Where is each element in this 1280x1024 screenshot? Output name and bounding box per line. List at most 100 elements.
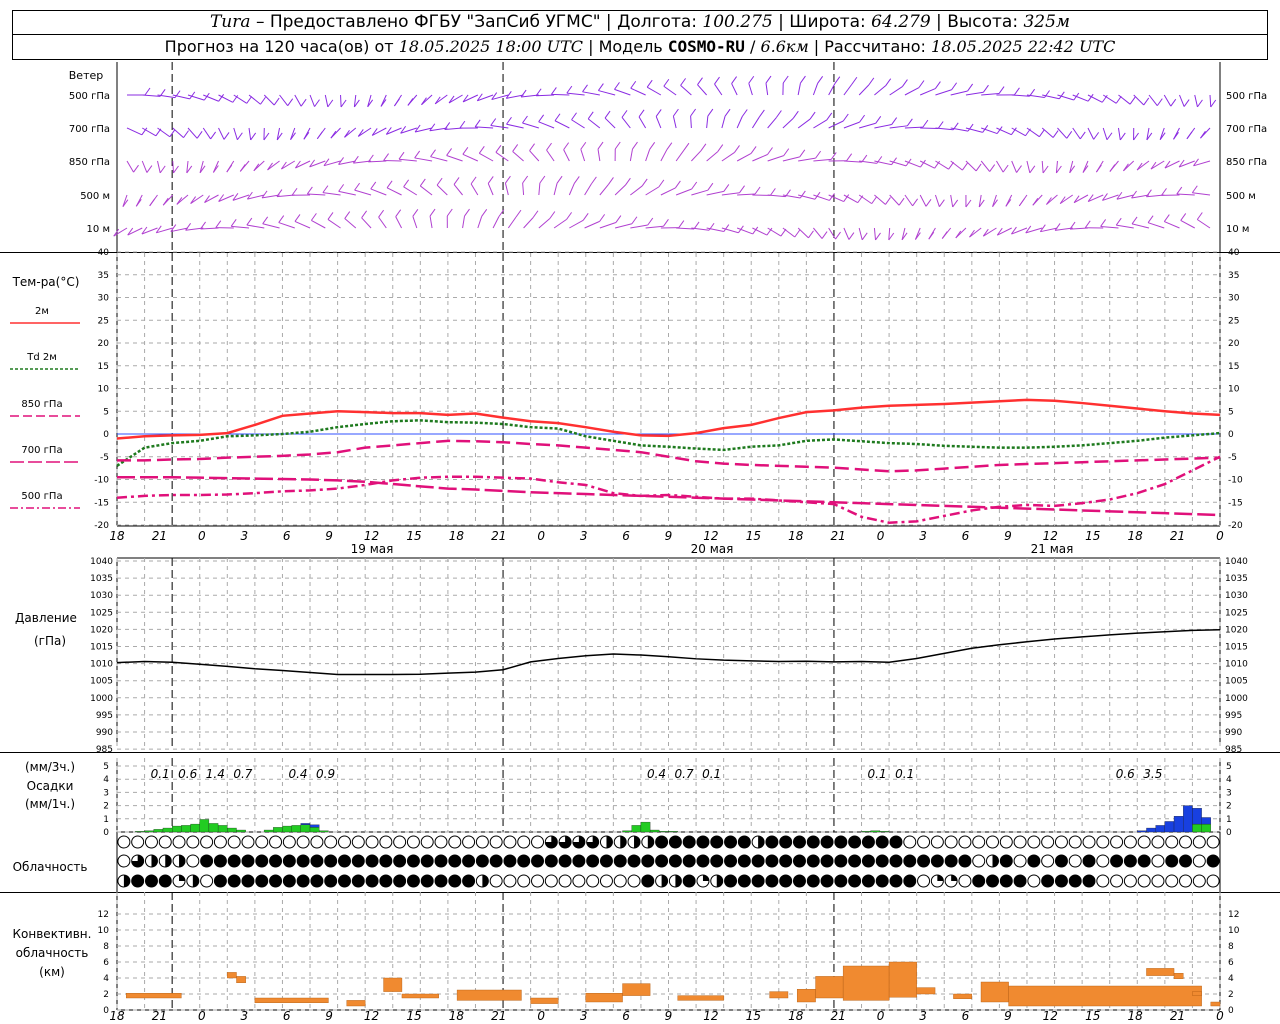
wind-barb <box>1102 94 1117 104</box>
wind-barb-feather <box>532 210 539 219</box>
wind-barb <box>309 94 315 107</box>
x-tick-label-temp: 3 <box>240 529 248 543</box>
wind-barb-feather <box>1084 220 1091 229</box>
wind-barb-feather <box>566 85 573 94</box>
wind-barb-feather <box>306 186 313 195</box>
cloud-symbol-half <box>661 875 668 887</box>
wind-barb <box>981 127 998 135</box>
cloud-symbol <box>1013 854 1027 868</box>
provider-text: – Предоставлено ФГБУ "ЗапСиб УГМС" <box>255 12 601 32</box>
wind-barb-feather <box>580 141 587 150</box>
cloud-symbol <box>1027 874 1041 888</box>
cloud-symbol <box>241 874 255 888</box>
cloud-symbol <box>531 835 545 849</box>
wind-barb-feather <box>723 224 730 232</box>
precip-bar-rain <box>870 830 881 833</box>
wind-barb <box>751 116 760 129</box>
wind-barb <box>1194 94 1198 107</box>
cloud-symbol <box>848 835 862 849</box>
wind-barb-feather <box>1115 217 1122 226</box>
cloud-symbol <box>310 854 324 868</box>
wind-barb <box>491 94 509 101</box>
wind-barb-feather <box>1136 162 1143 171</box>
cloud-symbol <box>999 854 1013 868</box>
x-tick-label-temp: 0 <box>198 529 206 543</box>
wind-barb-feather <box>1002 164 1009 173</box>
cloud-symbol <box>131 874 145 888</box>
precip-title: Осадки <box>27 779 74 793</box>
cloud-symbol <box>848 854 862 868</box>
wind-barb-feather <box>792 110 799 119</box>
wind-barb-feather <box>246 191 253 200</box>
wind-barb-feather <box>183 130 189 138</box>
wind-barb-feather <box>538 114 545 123</box>
wind-barb-feather <box>1133 132 1139 141</box>
x-tick-label-bottom: 0 <box>877 1009 885 1023</box>
wind-barb-feather <box>573 176 580 184</box>
pressure-y-tick-right: 1010 <box>1225 660 1248 670</box>
wind-barb-feather <box>871 196 878 204</box>
cloud-symbol-half <box>992 855 999 867</box>
wind-level-left: 500 гПа <box>69 91 110 102</box>
wind-barb-feather <box>582 213 589 221</box>
cloud-symbol <box>875 874 889 888</box>
cloud-symbol <box>682 854 696 868</box>
wind-barb <box>157 127 171 138</box>
temp-series-4 <box>116 455 1221 524</box>
cloud-symbol <box>351 874 365 888</box>
pressure-y-tick-left: 985 <box>96 745 113 755</box>
conv-y-tick-right: 0 <box>1228 1006 1234 1016</box>
wind-barb <box>889 86 903 96</box>
cloud-symbol <box>682 835 696 849</box>
wind-barb-feather <box>393 98 400 107</box>
wind-level-right: 850 гПа <box>1226 157 1267 168</box>
wind-barb-feather <box>1058 91 1065 100</box>
cloud-symbol-threequarter <box>131 855 144 867</box>
wind-barb-feather <box>141 226 148 235</box>
wind-barb-feather <box>1106 132 1113 141</box>
wind-barb <box>1072 94 1089 102</box>
wind-barb-feather <box>330 130 337 139</box>
cloud-symbol <box>296 835 310 849</box>
pressure-y-tick-left: 1010 <box>90 660 113 670</box>
pressure-unit: (гПа) <box>34 634 66 648</box>
wind-barb-feather <box>741 109 748 117</box>
wind-barb <box>170 227 189 233</box>
cloud-symbol <box>503 874 517 888</box>
cloud-symbol-threequarter <box>586 836 599 849</box>
wind-barb-feather <box>969 229 975 238</box>
wind-barb-feather <box>470 176 477 185</box>
cloud-symbol <box>296 854 310 868</box>
wind-barb <box>813 158 832 162</box>
precip-3h-total: 0.4 <box>647 767 666 781</box>
cloud-symbol <box>1013 835 1027 849</box>
wind-barb <box>706 190 724 196</box>
wind-barb-feather <box>1123 163 1129 172</box>
wind-barb-feather <box>885 197 891 205</box>
wind-barb <box>338 160 356 165</box>
pressure-y-tick-left: 1025 <box>90 608 113 618</box>
cloud-symbol <box>737 874 751 888</box>
wind-barb-feather <box>446 208 453 217</box>
wind-barb-feather <box>535 88 542 97</box>
wind-barb <box>690 115 692 129</box>
wind-barb <box>721 116 726 129</box>
wind-barb-feather <box>135 199 142 207</box>
wind-barb-feather <box>885 78 892 86</box>
x-tick-label-bottom: 0 <box>1216 1009 1224 1023</box>
precip-y-tick-left: 5 <box>103 762 109 772</box>
wind-barb-feather <box>691 181 698 190</box>
wind-barb-feather <box>630 80 637 89</box>
precip-bar-rain <box>300 824 311 833</box>
wind-barb <box>538 121 555 129</box>
wind-barb-feather <box>421 97 427 105</box>
cloud-symbol <box>724 835 738 849</box>
wind-barb <box>935 160 949 170</box>
temp-series-2 <box>117 439 1221 473</box>
cloud-symbol <box>1206 854 1220 868</box>
wind-barb <box>199 160 204 173</box>
precip-title-1h: (мм/1ч.) <box>25 797 75 811</box>
wind-barb <box>697 84 708 96</box>
wind-barb-feather <box>529 143 535 152</box>
x-tick-label-bottom: 0 <box>537 1009 545 1023</box>
